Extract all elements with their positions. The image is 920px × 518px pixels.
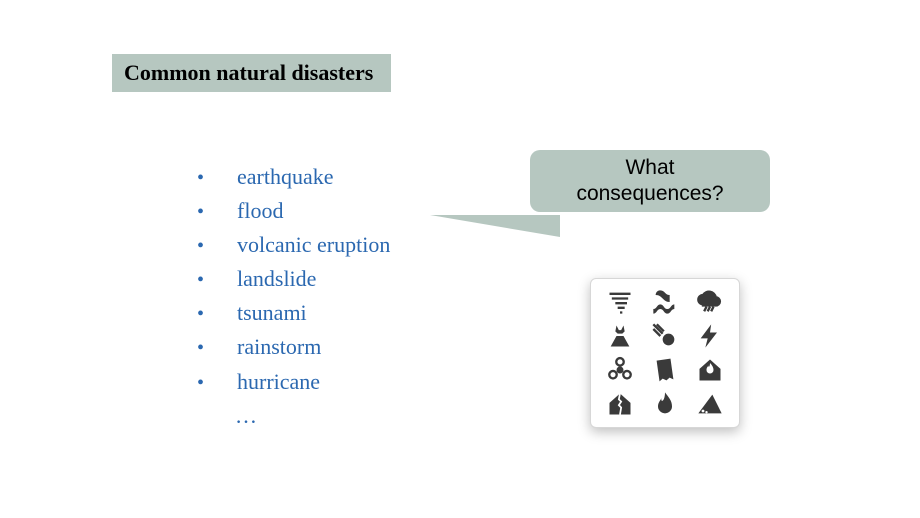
bullet-icon: • bbox=[195, 299, 237, 330]
callout-bubble: What consequences? bbox=[530, 150, 770, 212]
bullet-icon: • bbox=[195, 265, 237, 296]
lightning-icon bbox=[690, 321, 731, 351]
list-item: •rainstorm bbox=[195, 330, 390, 364]
bullet-icon: • bbox=[195, 163, 237, 194]
list-item-label: rainstorm bbox=[237, 330, 321, 364]
landslide-hill-icon bbox=[690, 389, 731, 419]
bullet-icon: • bbox=[195, 231, 237, 262]
building-quake-icon bbox=[644, 355, 685, 385]
callout-line1: What bbox=[625, 156, 674, 179]
wildfire-icon bbox=[644, 389, 685, 419]
wave-icon bbox=[644, 287, 685, 317]
biohazard-icon bbox=[599, 355, 640, 385]
list-item-label: flood bbox=[237, 194, 283, 228]
bullet-icon: • bbox=[195, 368, 237, 399]
title-box: Common natural disasters bbox=[112, 54, 391, 92]
list-item-label: landslide bbox=[237, 262, 316, 296]
list-item-label: volcanic eruption bbox=[237, 228, 390, 262]
house-fire-icon bbox=[690, 355, 731, 385]
list-item: •flood bbox=[195, 194, 390, 228]
house-crack-icon bbox=[599, 389, 640, 419]
meteor-icon bbox=[644, 321, 685, 351]
disaster-icon-grid bbox=[599, 287, 731, 419]
title-text: Common natural disasters bbox=[124, 60, 373, 85]
list-item: •earthquake bbox=[195, 160, 390, 194]
list-item: •hurricane bbox=[195, 365, 390, 399]
callout-tail-icon bbox=[430, 215, 560, 237]
bullet-icon: • bbox=[195, 197, 237, 228]
list-item: •landslide bbox=[195, 262, 390, 296]
tornado-icon bbox=[599, 287, 640, 317]
list-item: •volcanic eruption bbox=[195, 228, 390, 262]
list-item-label: earthquake bbox=[237, 160, 334, 194]
list-item-label: tsunami bbox=[237, 296, 307, 330]
storm-cloud-icon bbox=[690, 287, 731, 317]
list-ellipsis: … bbox=[195, 399, 390, 433]
list-item: •tsunami bbox=[195, 296, 390, 330]
bullet-icon: • bbox=[195, 333, 237, 364]
list-item-label: hurricane bbox=[237, 365, 320, 399]
disaster-list: •earthquake •flood •volcanic eruption •l… bbox=[195, 160, 390, 433]
volcano-icon bbox=[599, 321, 640, 351]
callout-line2: consequences? bbox=[576, 182, 723, 205]
disaster-icon-panel bbox=[590, 278, 740, 428]
